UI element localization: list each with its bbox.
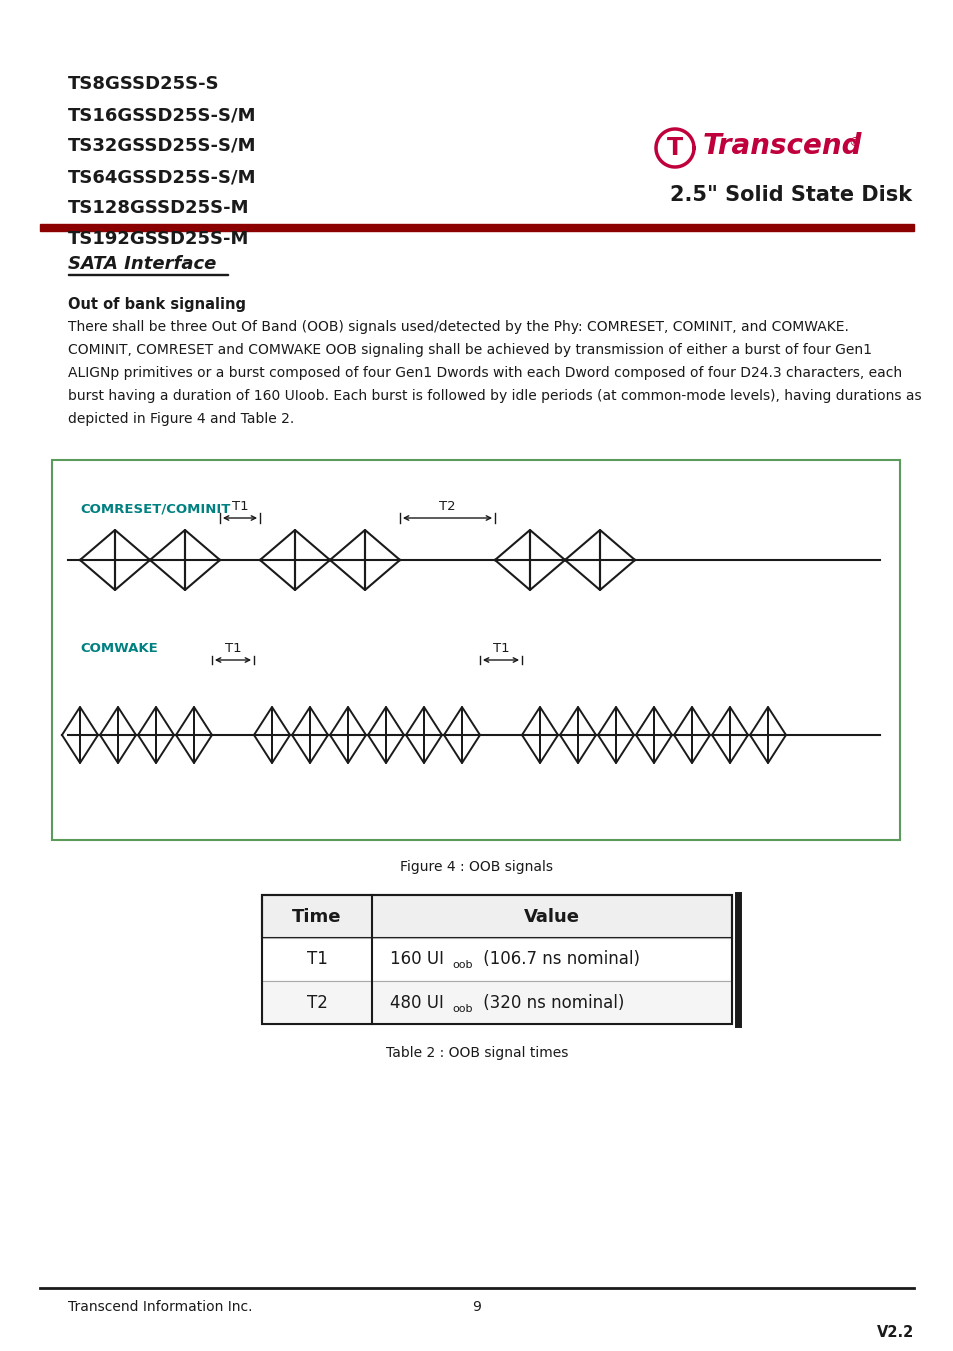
Text: depicted in Figure 4 and Table 2.: depicted in Figure 4 and Table 2.	[68, 412, 294, 426]
Text: Out of bank signaling: Out of bank signaling	[68, 297, 246, 312]
Text: Transcend Information Inc.: Transcend Information Inc.	[68, 1300, 253, 1315]
Text: Time: Time	[292, 908, 341, 925]
Text: 160 UI: 160 UI	[390, 951, 443, 969]
Text: TS128GSSD25S-M: TS128GSSD25S-M	[68, 199, 250, 218]
Text: ®: ®	[847, 136, 860, 149]
Text: T1: T1	[306, 951, 327, 969]
Text: COMRESET/COMINIT: COMRESET/COMINIT	[80, 503, 230, 516]
Bar	[68, 273, 228, 276]
Text: V2.2: V2.2	[876, 1325, 913, 1340]
Text: There shall be three Out Of Band (OOB) signals used/detected by the Phy: COMRESE: There shall be three Out Of Band (OOB) s…	[68, 320, 848, 334]
Bar	[262, 938, 731, 981]
Text: T1: T1	[225, 642, 241, 655]
Text: COMINIT, COMRESET and COMWAKE OOB signaling shall be achieved by transmission of: COMINIT, COMRESET and COMWAKE OOB signal…	[68, 343, 871, 357]
Text: Figure 4 : OOB signals: Figure 4 : OOB signals	[400, 861, 553, 874]
Bar	[262, 981, 731, 1024]
Bar	[52, 459, 899, 840]
Text: SATA Interface: SATA Interface	[68, 255, 216, 273]
Text: ALIGNp primitives or a burst composed of four Gen1 Dwords with each Dword compos: ALIGNp primitives or a burst composed of…	[68, 366, 902, 380]
Text: T1: T1	[232, 500, 248, 513]
Text: 9: 9	[472, 1300, 481, 1315]
Text: Value: Value	[523, 908, 579, 925]
Text: Transcend: Transcend	[702, 132, 862, 159]
Text: TS64GSSD25S-S/M: TS64GSSD25S-S/M	[68, 168, 256, 186]
Text: (320 ns nominal): (320 ns nominal)	[477, 993, 623, 1012]
Text: T: T	[666, 136, 682, 159]
Text: 480 UI: 480 UI	[390, 993, 443, 1012]
Text: (106.7 ns nominal): (106.7 ns nominal)	[477, 951, 639, 969]
Text: TS8GSSD25S-S: TS8GSSD25S-S	[68, 76, 219, 93]
Text: T2: T2	[306, 993, 327, 1012]
Text: TS16GSSD25S-S/M: TS16GSSD25S-S/M	[68, 105, 256, 124]
Text: 2.5" Solid State Disk: 2.5" Solid State Disk	[669, 185, 911, 205]
Bar	[262, 894, 731, 938]
Text: T2: T2	[438, 500, 456, 513]
Text: TS192GSSD25S-M: TS192GSSD25S-M	[68, 230, 249, 249]
Text: burst having a duration of 160 UIoob. Each burst is followed by idle periods (at: burst having a duration of 160 UIoob. Ea…	[68, 389, 921, 403]
Text: T1: T1	[492, 642, 509, 655]
Text: Table 2 : OOB signal times: Table 2 : OOB signal times	[385, 1046, 568, 1061]
Text: oob: oob	[452, 961, 472, 970]
Text: TS32GSSD25S-S/M: TS32GSSD25S-S/M	[68, 136, 256, 155]
Text: COMWAKE: COMWAKE	[80, 642, 157, 655]
Bar	[262, 894, 731, 1024]
Bar	[40, 224, 913, 231]
Text: oob: oob	[452, 1004, 472, 1013]
